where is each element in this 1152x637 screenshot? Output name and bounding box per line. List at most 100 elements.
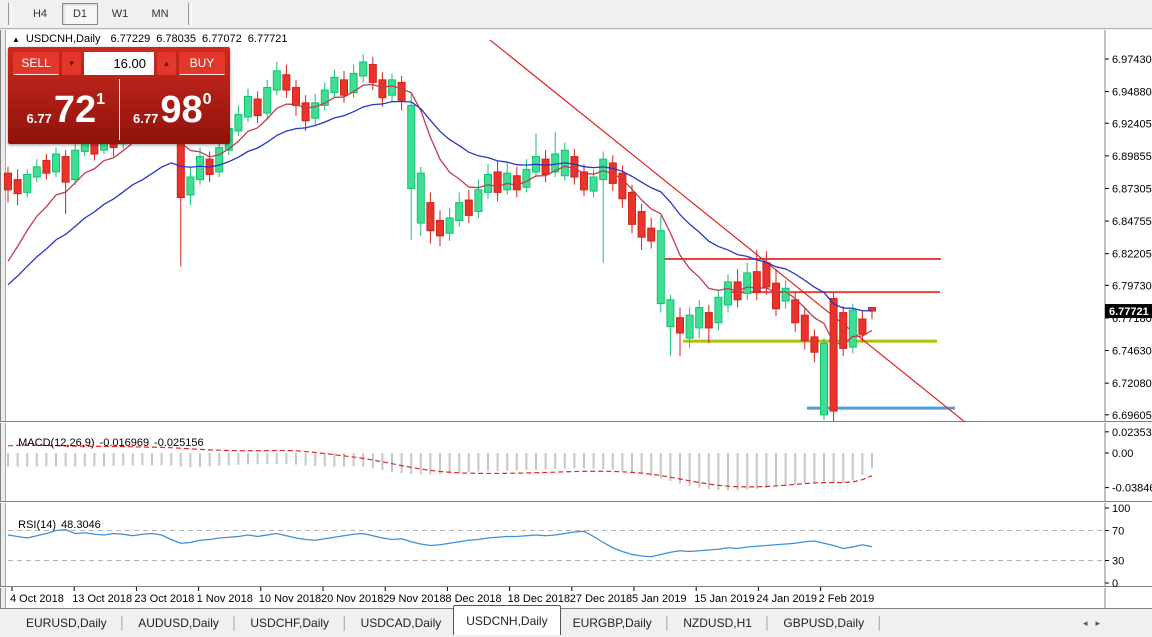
date-axis-label: 23 Oct 2018 — [134, 593, 194, 605]
price-axis-label: 6.74630 — [1112, 346, 1152, 358]
buy-price-pip: 0 — [202, 90, 212, 108]
candle — [71, 149, 80, 181]
ohlc-close: 6.77721 — [247, 33, 288, 45]
price-axis-label: 6.89855 — [1112, 151, 1152, 163]
chart-tab-eurgbp[interactable]: EURGBP,Daily — [572, 616, 652, 630]
candle — [580, 171, 588, 191]
candle — [215, 147, 224, 173]
date-axis-label: 27 Dec 2018 — [570, 593, 632, 605]
chart-tab-usdcad[interactable]: USDCAD,Daily — [360, 616, 442, 630]
price-axis-label: 6.92405 — [1112, 118, 1152, 130]
candle — [570, 156, 579, 178]
candle — [301, 102, 310, 122]
chart-tab-gbpusd[interactable]: GBPUSD,Daily — [783, 616, 865, 630]
candle — [263, 87, 272, 114]
chart-tab-eurusd[interactable]: EURUSD,Daily — [26, 616, 107, 630]
volume-decrease-button[interactable]: ▼ — [62, 52, 81, 75]
tab-scroll-left-icon[interactable]: ◂ — [1082, 618, 1088, 628]
date-axis-label: 15 Jan 2019 — [694, 593, 755, 605]
volume-increase-button[interactable]: ▲ — [157, 52, 176, 75]
candle — [839, 312, 848, 349]
timeframe-button-mn[interactable]: MN — [151, 8, 169, 20]
chart-canvas[interactable]: 6.97430 6.94880 6.92405 6.89855 6.87305 6.847… — [0, 30, 1152, 608]
collapse-marker-icon: ▲ — [12, 34, 20, 44]
toolbar-separator — [188, 3, 192, 25]
tab-scroll-right-icon[interactable]: ▸ — [1095, 618, 1100, 628]
spin-down-icon: ▼ — [67, 59, 76, 68]
price-axis-label: 6.72080 — [1112, 378, 1152, 390]
candle — [772, 282, 780, 310]
candle — [551, 153, 560, 173]
ohlc-high: 6.78035 — [156, 33, 197, 45]
buy-price-display[interactable]: 6.77 98 0 — [120, 79, 226, 140]
tab-separator: │ — [341, 616, 349, 630]
date-axis-label: 24 Jan 2019 — [756, 593, 817, 605]
candle — [829, 298, 838, 412]
chart-tab-nzdusd[interactable]: NZDUSD,H1 — [683, 616, 752, 630]
candle — [503, 172, 512, 191]
candle — [493, 171, 502, 193]
buy-price-big: 98 — [160, 88, 203, 131]
price-axis-label: 6.97430 — [1112, 54, 1152, 66]
rsi-title: RSI(14) — [18, 519, 57, 531]
ohlc-low: 6.77072 — [202, 33, 242, 45]
date-axis-label: 10 Nov 2018 — [259, 593, 321, 605]
timeframe-button-w1[interactable]: W1 — [111, 8, 129, 20]
rsi-indicator-label: RSI(14) 48.3046 — [12, 507, 106, 531]
sell-price-pip: 1 — [96, 90, 105, 108]
date-axis-label: 20 Nov 2018 — [321, 593, 383, 605]
macd-signal-line — [7, 444, 873, 488]
candle — [868, 306, 876, 312]
tab-separator: │ — [118, 616, 127, 630]
candle — [320, 89, 329, 106]
candle — [416, 172, 425, 224]
candle — [407, 104, 416, 190]
volume-input[interactable] — [84, 52, 154, 75]
candle — [714, 296, 723, 324]
candle — [656, 230, 665, 305]
chart-tab-usdcnh[interactable]: USDCNH,Daily — [453, 605, 561, 635]
macd-axis-label: 0.023534 — [1112, 427, 1152, 439]
candle — [858, 318, 867, 335]
rsi-value: 48.3046 — [61, 519, 101, 531]
candle — [23, 173, 32, 193]
candle — [340, 79, 348, 96]
date-axis-label: 5 Jan 2019 — [632, 593, 686, 605]
candle — [541, 158, 550, 175]
candle — [474, 189, 483, 213]
timeframe-toolbar: H4 D1 W1 MN — [0, 0, 1152, 29]
candle — [349, 72, 358, 94]
sell-price-display[interactable]: 6.77 72 1 — [13, 79, 120, 140]
candle — [810, 336, 819, 353]
candle — [704, 312, 713, 329]
candle — [695, 306, 704, 329]
timeframe-button-h4[interactable]: H4 — [32, 8, 48, 20]
tab-scroll-arrows: ◂ ▸ — [1083, 609, 1100, 637]
current-price-tag — [1105, 304, 1152, 319]
candle — [647, 227, 656, 242]
ma-slow-line — [7, 100, 873, 312]
candle — [4, 172, 12, 191]
chart-tab-usdchf[interactable]: USDCHF,Daily — [250, 616, 330, 630]
buy-button[interactable]: BUY — [178, 52, 225, 75]
candle — [359, 61, 368, 77]
candle — [42, 159, 51, 174]
chart-tab-audusd[interactable]: AUDUSD,Daily — [138, 616, 219, 630]
tab-separator: │ — [763, 616, 772, 630]
chart-symbol: USDCNH,Daily — [25, 33, 101, 45]
tab-separator: │ — [876, 616, 884, 630]
candle — [512, 175, 521, 191]
date-axis-label: 1 Nov 2018 — [197, 593, 253, 605]
timeframe-button-d1[interactable]: D1 — [62, 3, 98, 25]
candle — [426, 202, 435, 232]
candle — [196, 156, 204, 181]
one-click-trading-panel: SELL ▼ ▲ BUY 6.77 72 1 6.77 98 0 — [8, 47, 230, 144]
candle — [282, 74, 291, 91]
candle — [599, 158, 608, 181]
rsi-axis-label: 0 — [1112, 578, 1118, 590]
sell-button[interactable]: SELL — [13, 52, 60, 75]
candle — [791, 299, 800, 324]
tab-separator: │ — [663, 616, 672, 630]
candle — [848, 309, 857, 348]
candle — [186, 176, 195, 196]
